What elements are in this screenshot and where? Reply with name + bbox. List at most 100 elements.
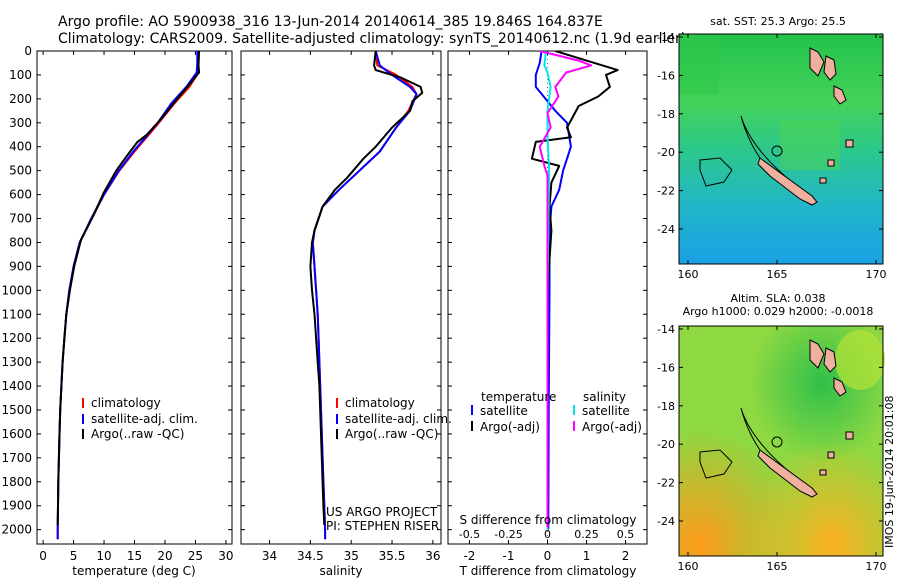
legend-label: Argo(-adj): [480, 420, 540, 434]
y-tick-label: 800: [9, 235, 32, 249]
series-line-climatology: [311, 51, 418, 540]
y-tick-label: 0: [24, 44, 32, 58]
x-tick-label: 0: [39, 549, 47, 563]
sst-map: [678, 33, 884, 265]
y-tick-label: 1100: [1, 307, 32, 321]
series-line-t-argo-adj: [530, 51, 619, 528]
y-tick-label: 300: [9, 116, 32, 130]
y-tick-label: 400: [9, 140, 32, 154]
temperature-xlabel: temperature (deg C): [72, 564, 195, 578]
plot-frame: [36, 50, 233, 545]
salinity-xlabel: salinity: [319, 564, 362, 578]
y-tick-label: 1800: [1, 475, 32, 489]
pi-label: PI: STEPHEN RISER: [326, 519, 439, 533]
lat-tick-label: -18: [657, 400, 675, 413]
lon-tick-label: 160: [678, 268, 699, 281]
lat-tick-label: -24: [657, 515, 675, 528]
legend-label: climatology: [91, 396, 161, 410]
imos-watermark: IMOS 19-Jun-2014 20:01:08: [883, 395, 896, 548]
lat-tick-label: -16: [657, 69, 675, 82]
vanuatu-island: [809, 339, 825, 369]
loyalty-island: [819, 177, 827, 184]
y-tick-label: 600: [9, 188, 32, 202]
vanuatu-island: [833, 85, 847, 105]
sla-map: [678, 325, 885, 557]
y-tick-label: 1500: [1, 403, 32, 417]
vanuatu-island: [809, 47, 825, 77]
vanuatu-island: [833, 377, 847, 397]
lon-tick-label: 170: [866, 268, 887, 281]
x-tick-label: 10: [96, 549, 111, 563]
argo-float-marker: [771, 145, 783, 157]
y-tick-label: 1700: [1, 451, 32, 465]
sla-map-axes: -14 -16 -18 -20 -22 -24 160 165 170: [657, 323, 886, 573]
y-tick-label: 1400: [1, 379, 32, 393]
loyalty-island: [845, 139, 854, 148]
coastline-reef: [699, 449, 733, 479]
lon-tick-label: 170: [866, 560, 887, 573]
series-line-argo-raw-qc: [309, 51, 424, 525]
header-line1: Argo profile: AO 5900938_316 13-Jun-2014…: [58, 14, 603, 30]
x-tick-label: 34.5: [297, 549, 324, 563]
series-group: [309, 51, 424, 540]
x-tick-label: 1: [583, 549, 591, 563]
temperature-panel: 0100200300400500600700800900100011001200…: [1, 44, 233, 563]
lat-tick-label: -18: [657, 108, 675, 121]
lon-tick-label: 165: [767, 560, 788, 573]
salinity-panel: 34 34.5 35 35.5 36: [240, 50, 442, 563]
x-tick-label: 20: [157, 549, 172, 563]
x2-tick-label: 0.25: [574, 528, 599, 541]
sla-map-frame: [678, 325, 884, 557]
y-tick-label: 100: [9, 68, 32, 82]
y-tick-label: 700: [9, 212, 32, 226]
argo-float-marker: [771, 436, 783, 448]
y-tick-label: 2000: [1, 523, 32, 537]
salinity-legend: climatology satellite-adj. clim. Argo(..…: [336, 396, 452, 441]
y-tick-label: 1200: [1, 331, 32, 345]
difference-xlabel: T difference from climatology: [459, 564, 637, 578]
x-tick-label: -1: [502, 549, 514, 563]
lon-tick-label: 165: [767, 268, 788, 281]
x-tick-label: 36: [425, 549, 440, 563]
series-line-climatology: [56, 51, 200, 540]
x2-tick-label: -0.5: [459, 528, 480, 541]
legend-title-temperature: temperature: [481, 390, 556, 404]
loyalty-island: [819, 469, 827, 476]
series-line-satellite-adj-clim: [56, 51, 199, 540]
x-tick-label: 15: [127, 549, 142, 563]
series-line-satellite-adj-clim: [311, 51, 418, 540]
sst-map-axes: -14 -16 -18 -20 -22 -24 160 165 170: [657, 31, 886, 281]
series-group: [530, 51, 619, 530]
x-tick-label: 30: [218, 549, 233, 563]
loyalty-island: [845, 431, 854, 440]
y-tick-label: 1900: [1, 499, 32, 513]
new-caledonia-island: [757, 449, 818, 498]
sst-map-title: sat. SST: 25.3 Argo: 25.5: [710, 15, 846, 28]
lat-tick-label: -22: [657, 185, 675, 198]
legend-label: climatology: [345, 396, 415, 410]
y-tick-label: 1300: [1, 355, 32, 369]
coastline-reef: [699, 157, 733, 187]
sla-map-title2: Argo h1000: 0.029 h2000: -0.0018: [683, 305, 874, 318]
difference-xlabel2: S difference from climatology: [460, 513, 637, 527]
legend-label: satellite: [480, 404, 528, 418]
x-tick-label: 25: [188, 549, 203, 563]
new-caledonia-island: [757, 157, 818, 206]
lat-tick-label: -14: [657, 31, 675, 44]
series-line-t-satellite: [534, 51, 572, 530]
plot-frame: [240, 50, 442, 545]
x-tick-label: 34: [262, 549, 277, 563]
y-tick-label: 1600: [1, 427, 32, 441]
project-label: US ARGO PROJECT: [326, 505, 438, 519]
loyalty-island: [827, 159, 835, 167]
sst-map-frame: [678, 33, 884, 265]
lat-tick-label: -22: [657, 477, 675, 490]
sla-patch: [835, 330, 885, 390]
y-tick-label: 500: [9, 164, 32, 178]
x-tick-label: 5: [70, 549, 78, 563]
series-line-argo-raw-qc: [56, 51, 201, 525]
legend-label: satellite: [582, 404, 630, 418]
vanuatu-island: [823, 347, 837, 373]
y-tick-label: 900: [9, 259, 32, 273]
